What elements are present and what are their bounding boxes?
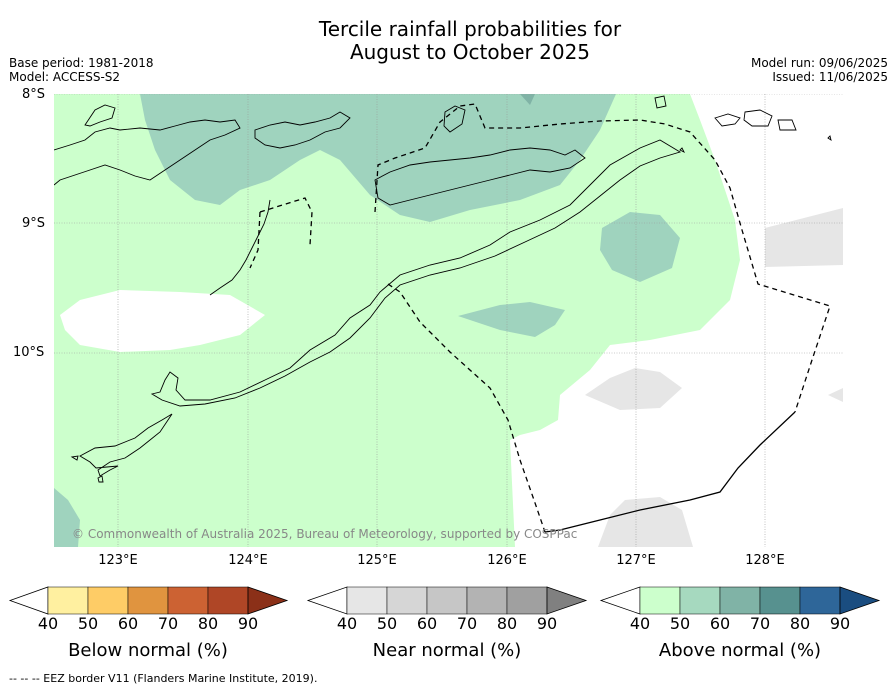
above-normal-colorbar-tick: 80 [789,614,811,633]
near-normal-south [585,368,682,410]
below-normal-colorbar-bin [87,586,129,615]
below-normal-colorbar-bin [167,586,209,615]
small-island-sw [70,455,79,461]
below-normal-colorbar-title: Below normal (%) [68,640,228,661]
lon-label-125e: 125°E [357,553,397,568]
kisar-island [679,147,686,154]
base-period: Base period: 1981-2018 [9,56,154,70]
timor-island-outline [150,139,682,407]
below-normal-colorbar-extend-high [247,586,289,615]
lon-label-123e: 123°E [98,553,138,568]
copyright-watermark: © Commonwealth of Australia 2025, Bureau… [72,527,578,541]
above-normal-colorbar-bin [759,586,801,615]
near-normal-colorbar-title: Near normal (%) [372,640,522,661]
lat-label-10s: 10°S [13,345,45,360]
lat-label-9s: 9°S [22,216,46,231]
meta-right: Model run: 09/06/2025 Issued: 11/06/2025 [751,56,888,84]
eez-border [249,103,831,533]
west-timor-inland [209,199,271,296]
map-title: Tercile rainfall probabilities for Augus… [0,18,896,64]
above-normal-colorbar-extend-low [599,586,641,615]
map-fill-layer [54,94,843,547]
above-normal-colorbar-bin [639,586,681,615]
below-normal-colorbar-tick: 50 [77,614,99,633]
near-normal-colorbar-bin [386,586,428,615]
near-normal-colorbar-tick: 80 [496,614,518,633]
near-normal-colorbar-tick: 60 [416,614,438,633]
above-normal-colorbar-tick: 90 [829,614,851,633]
sumba-coast [79,413,173,477]
above-normal-60-70-spot [520,94,535,105]
above-normal-colorbar-tick: 60 [709,614,731,633]
above-normal-colorbar-bin [679,586,721,615]
near-normal-southeast [828,388,843,402]
below-normal-colorbar-bin [127,586,169,615]
above-normal-colorbar-tick: 40 [629,614,651,633]
title-line-1: Tercile rainfall probabilities for [318,17,622,41]
below-normal-colorbar-tick: 70 [157,614,179,633]
below-normal-colorbar-tick: 80 [197,614,219,633]
flores-north-islands [84,104,116,127]
issued-date: Issued: 11/06/2025 [772,70,888,84]
above-normal-colorbar-bin [799,586,841,615]
small-island-sw-2 [97,475,104,483]
above-normal-colorbar-title: Above normal (%) [658,640,822,661]
near-normal-east [765,208,843,267]
near-normal-bottom [598,497,693,547]
coastlines [54,95,832,483]
above-normal-colorbar-bin [719,586,761,615]
lon-label-124e: 124°E [228,553,268,568]
meta-left: Base period: 1981-2018 Model: ACCESS-S2 [9,56,154,84]
below-normal-colorbar-bin [47,586,89,615]
near-normal-colorbar-tick: 50 [376,614,398,633]
above-normal-50-60-east [600,212,680,282]
white-area-west [60,290,265,352]
above-normal-colorbar-tick: 70 [749,614,771,633]
colorbars-group [8,586,881,615]
atauro-island [443,105,466,133]
near-normal-colorbar-tick: 70 [456,614,478,633]
lon-label-128e: 128°E [745,553,785,568]
above-normal-50-60-north [140,94,616,222]
above-normal-40-50-region [54,94,740,547]
model-run: Model run: 09/06/2025 [750,56,888,70]
lon-label-126e: 126°E [487,553,527,568]
above-normal-colorbar-extend-high [839,586,881,615]
near-normal-colorbar-bin [466,586,508,615]
below-normal-colorbar-bin [207,586,249,615]
below-normal-colorbar-extend-low [8,586,49,615]
below-normal-colorbar-tick: 90 [237,614,259,633]
title-line-2: August to October 2025 [349,40,591,64]
near-normal-colorbar-bin [346,586,388,615]
near-normal-colorbar-bin [506,586,548,615]
above-normal-colorbar-tick: 50 [669,614,691,633]
flores-coast [54,119,241,186]
eez-border-solid [544,411,796,533]
below-normal-colorbar-tick: 40 [37,614,59,633]
babar-island [654,95,667,109]
lon-label-127e: 127°E [616,553,656,568]
lat-label-8s: 8°S [22,87,46,102]
near-normal-colorbar-tick: 40 [336,614,358,633]
near-normal-colorbar-tick: 90 [536,614,558,633]
alor-coast [254,111,351,149]
tanimbar-islands [714,109,832,142]
near-normal-colorbar-bin [426,586,468,615]
wetar-coast [374,147,586,206]
near-normal-colorbar-extend-high [546,586,588,615]
below-normal-colorbar-tick: 60 [117,614,139,633]
graticule [54,94,843,547]
near-normal-colorbar-extend-low [306,586,348,615]
model-name: Model: ACCESS-S2 [9,70,121,84]
above-normal-50-60-sw [54,488,80,547]
footer-note: -- -- -- EEZ border V11 (Flanders Marine… [9,672,318,685]
above-normal-50-60-mid [458,302,565,337]
